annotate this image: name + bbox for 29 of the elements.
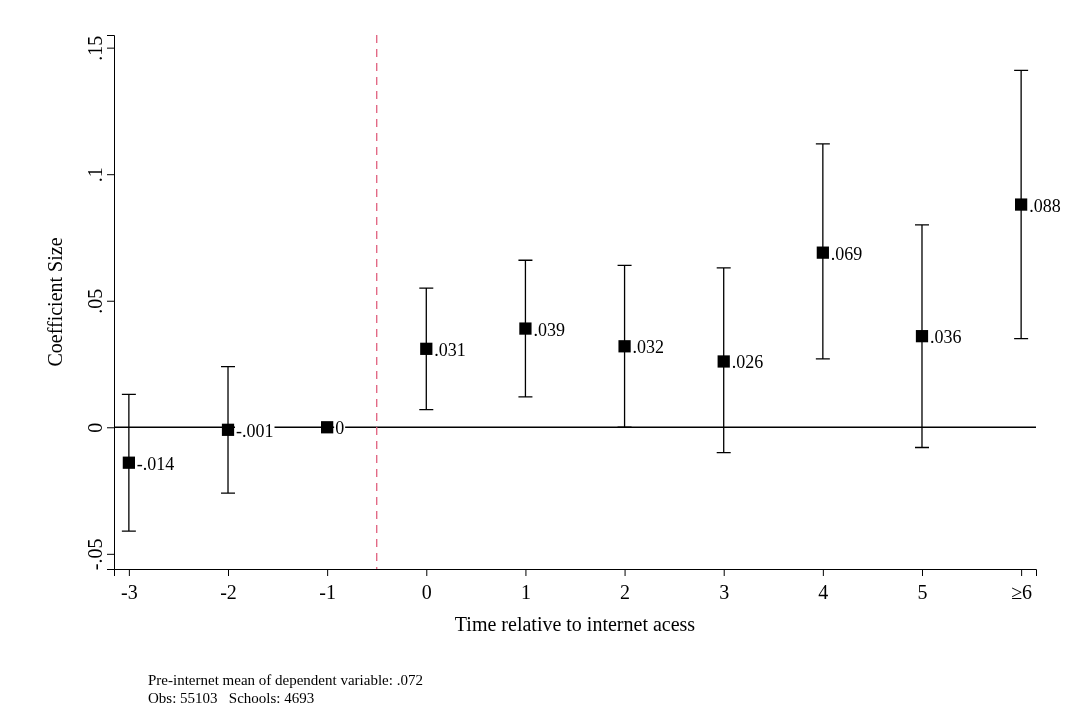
y-tick-label: 0 <box>84 422 106 433</box>
x-tick-label: 2 <box>620 581 631 603</box>
data-label: .036 <box>929 327 962 348</box>
x-tick-label: -2 <box>220 581 237 603</box>
x-tick-label: 5 <box>917 581 928 603</box>
x-tick-label: 4 <box>818 581 829 603</box>
x-tick-label: 1 <box>520 581 531 603</box>
y-tick-label: .15 <box>84 35 106 61</box>
data-label: .088 <box>1029 195 1061 216</box>
data-label: .069 <box>830 243 863 264</box>
y-tick-label: .1 <box>84 167 106 183</box>
data-label: .032 <box>632 337 665 358</box>
x-tick-label: 0 <box>421 581 432 603</box>
text: Pre-internet mean of dependent variable: .072 <box>148 672 423 688</box>
data-label: .031 <box>434 339 466 360</box>
x-tick-label: ≥6 <box>1011 581 1033 603</box>
data-label: 0 <box>335 418 345 439</box>
text: Obs: 55103 Schools: 4693 <box>148 690 315 706</box>
y-tick-label: -.05 <box>84 538 106 571</box>
data-label: -.001 <box>236 420 274 441</box>
x-tick-label: -3 <box>121 581 138 603</box>
x-tick-label: 3 <box>719 581 730 603</box>
y-tick-label: .05 <box>84 288 106 314</box>
x-axis-title: Time relative to internet acess <box>454 613 696 635</box>
data-label: .039 <box>533 319 565 340</box>
y-axis-title: Coefficient Size <box>44 237 66 367</box>
data-label: .026 <box>731 352 764 373</box>
x-tick-label: -1 <box>319 581 336 603</box>
data-label: -.014 <box>136 453 175 474</box>
